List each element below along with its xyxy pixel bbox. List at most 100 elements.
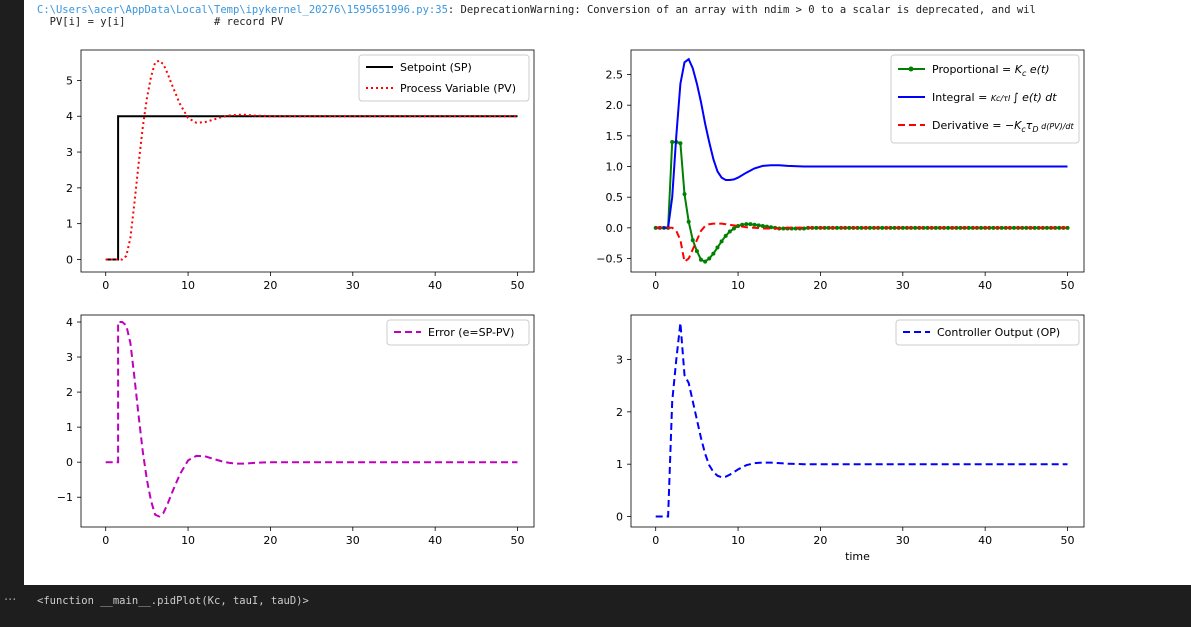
legend-label: Error (e=SP-PV) <box>428 326 514 339</box>
y-tick-label: 5 <box>66 74 73 87</box>
x-tick-label: 0 <box>102 534 109 547</box>
x-tick-label: 0 <box>102 279 109 292</box>
series-marker <box>814 225 819 230</box>
x-tick-label: 0 <box>652 534 659 547</box>
x-tick-label: 10 <box>181 534 195 547</box>
x-tick-label: 30 <box>346 534 360 547</box>
y-tick-label: 4 <box>66 316 73 329</box>
chart-panel-bottom-left: 0 10 20 30 40 50 −1 0 1 2 3 4 Error (e=SP-PV) <box>57 314 535 547</box>
y-tick-label: 0.0 <box>606 222 624 235</box>
y-tick-label: 2.5 <box>606 69 624 82</box>
warning-message: : DeprecationWarning: Conversion of an a… <box>447 4 1036 16</box>
x-tick-label: 10 <box>731 279 745 292</box>
legend-label: Process Variable (PV) <box>400 82 516 95</box>
stderr-output: C:\Users\acer\AppData\Local\Temp\ipykern… <box>37 4 1191 40</box>
x-tick-label: 30 <box>896 534 910 547</box>
y-tick-label: −1 <box>57 491 73 504</box>
y-tick-label: 3 <box>616 353 623 366</box>
x-tick-label: 30 <box>896 279 910 292</box>
x-tick-label: 50 <box>511 279 525 292</box>
series-marker <box>1011 225 1016 230</box>
legend-box <box>386 319 530 346</box>
cell-gutter <box>0 0 24 585</box>
series-marker <box>744 222 749 227</box>
y-tick-label: 4 <box>66 110 73 123</box>
series-marker <box>727 229 732 234</box>
series-marker <box>781 226 786 231</box>
axes-frame <box>80 314 535 528</box>
series-marker <box>979 225 984 230</box>
series-marker <box>699 257 704 262</box>
series-marker <box>847 225 852 230</box>
legend-box <box>895 319 1080 346</box>
legend-label: Derivative = −KcτD d(PV)/dt <box>932 119 1075 134</box>
x-tick-label: 30 <box>346 279 360 292</box>
y-tick-label: 1.5 <box>606 130 624 143</box>
x-tick-label: 0 <box>652 279 659 292</box>
series-marker <box>690 238 695 243</box>
legend: Error (e=SP-PV) <box>386 319 530 346</box>
y-tick-label: −0.5 <box>596 253 623 266</box>
ellipsis-icon[interactable]: ··· <box>4 593 17 608</box>
legend-box <box>358 54 530 102</box>
series-line <box>655 222 1068 264</box>
series-marker <box>686 219 691 224</box>
series-line <box>655 322 1068 518</box>
x-tick-label: 40 <box>978 279 992 292</box>
legend: Proportional = Kc e(t) Integral = Kc/τI ∫… <box>890 54 1080 144</box>
x-tick-label: 20 <box>263 279 277 292</box>
series-marker <box>715 245 720 250</box>
series-marker <box>682 192 687 197</box>
warning-path-link[interactable]: C:\Users\acer\AppData\Local\Temp\ipykern… <box>37 4 448 16</box>
series-marker <box>670 139 675 144</box>
legend: Controller Output (OP) <box>895 319 1080 346</box>
y-tick-label: 0 <box>616 511 623 524</box>
legend-label: Integral = Kc/τI ∫ e(t) dt <box>932 91 1057 104</box>
axes-frame <box>630 49 1085 273</box>
legend-label: Setpoint (SP) <box>400 61 472 74</box>
y-tick-label: 2 <box>66 182 73 195</box>
output-bar: ··· <function __main__.pidPlot(Kc, tauI,… <box>0 585 1191 627</box>
warning-code-line: PV[i] = y[i] # record PV <box>37 16 284 28</box>
x-tick-label: 40 <box>428 534 442 547</box>
axes-frame <box>630 314 1085 528</box>
x-tick-label: 10 <box>731 534 745 547</box>
legend-label: Controller Output (OP) <box>937 326 1060 339</box>
series-marker <box>711 251 716 256</box>
series-marker <box>769 225 774 230</box>
series-line <box>105 115 518 261</box>
series-marker <box>946 225 951 230</box>
y-tick-label: 0 <box>66 253 73 266</box>
series-marker <box>913 225 918 230</box>
series-line <box>655 57 1068 229</box>
x-tick-label: 20 <box>813 534 827 547</box>
series-marker <box>723 233 728 238</box>
series-marker <box>880 225 885 230</box>
axes-frame <box>80 49 535 273</box>
series-marker <box>756 223 761 228</box>
x-tick-label: 20 <box>813 279 827 292</box>
x-tick-label: 10 <box>181 279 195 292</box>
series-marker <box>748 222 753 227</box>
y-tick-label: 2 <box>616 406 623 419</box>
series-line <box>105 59 518 261</box>
x-tick-label: 50 <box>1061 534 1075 547</box>
legend-label: Proportional = Kc e(t) <box>932 63 1050 78</box>
series-marker <box>801 226 806 231</box>
y-tick-label: 3 <box>66 146 73 159</box>
series-marker <box>719 239 724 244</box>
series-marker <box>731 226 736 231</box>
chart-panel-top-left: 0 10 20 30 40 50 0 1 2 3 4 5 Setpoint (SP) Process Va… <box>66 49 535 292</box>
x-axis-label: time <box>845 550 870 563</box>
x-tick-label: 50 <box>1061 279 1075 292</box>
x-tick-label: 20 <box>263 534 277 547</box>
series-marker <box>760 224 765 229</box>
series-marker <box>678 141 683 146</box>
chart-panel-top-right: 0 10 20 30 40 50 −0.5 0.0 0.5 1.0 1.5 2.0 2.5 Proport… <box>596 49 1085 292</box>
y-tick-label: 2 <box>66 386 73 399</box>
x-tick-label: 40 <box>428 279 442 292</box>
y-tick-label: 2.0 <box>606 99 624 112</box>
series-marker <box>752 222 757 227</box>
y-tick-label: 0 <box>66 456 73 469</box>
